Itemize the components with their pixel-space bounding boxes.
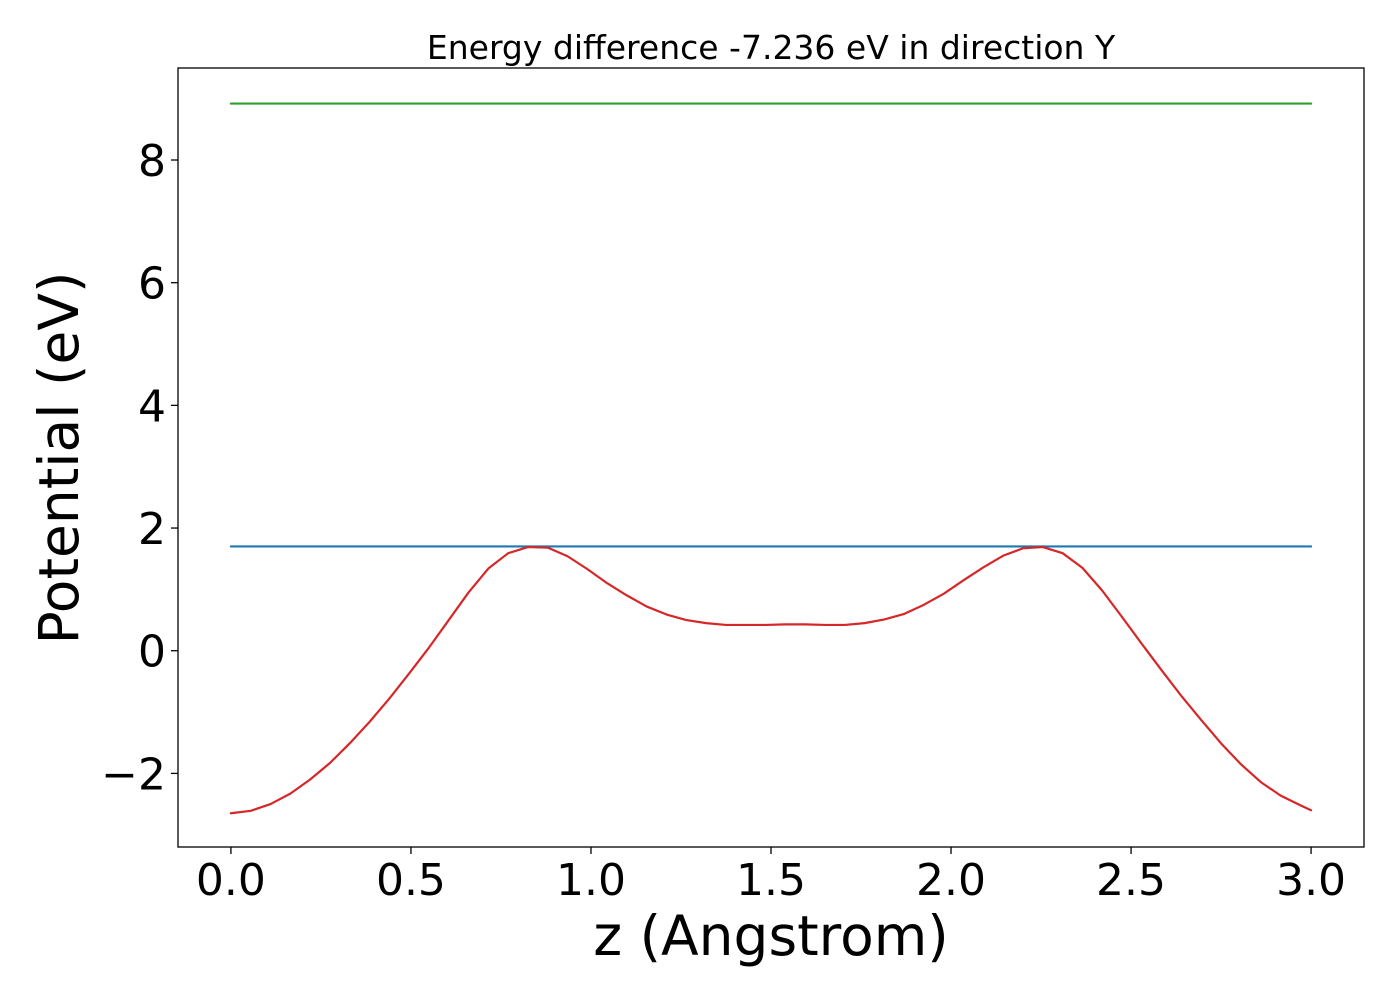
- y-tick-label: 6: [138, 259, 166, 310]
- x-tick-label: 1.0: [556, 855, 626, 906]
- chart-title: Energy difference -7.236 eV in direction…: [427, 28, 1116, 67]
- y-tick-label: 4: [138, 381, 166, 432]
- y-tick-label: 2: [138, 504, 166, 555]
- y-axis-ticks: −2 0 2 4 6 8: [101, 136, 178, 800]
- y-tick-label: 0: [138, 627, 166, 678]
- x-tick-label: 0.5: [376, 855, 446, 906]
- series-layer: [229, 102, 1313, 815]
- x-tick-label: 2.5: [1096, 855, 1166, 906]
- plot-background: [178, 68, 1364, 847]
- y-tick-label: 8: [138, 136, 166, 187]
- y-tick-label: −2: [101, 749, 166, 800]
- x-axis-label: z (Angstrom): [593, 904, 949, 968]
- x-tick-label: 1.5: [736, 855, 806, 906]
- x-tick-label: 2.0: [916, 855, 986, 906]
- x-tick-label: 3.0: [1276, 855, 1346, 906]
- x-tick-label: 0.0: [196, 855, 266, 906]
- x-axis-ticks: 0.0 0.5 1.0 1.5 2.0 2.5 3.0: [196, 847, 1346, 906]
- y-axis-label: Potential (eV): [27, 272, 91, 645]
- series-line-red: [229, 545, 1313, 815]
